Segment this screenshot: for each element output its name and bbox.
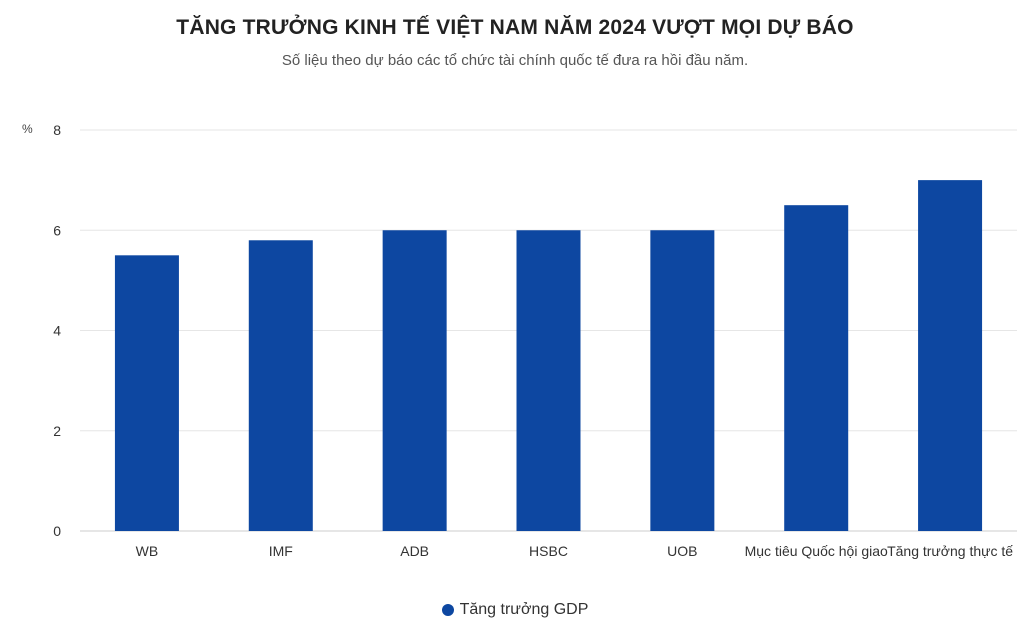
x-tick-label: ADB	[400, 543, 429, 559]
chart-subtitle: Số liệu theo dự báo các tổ chức tài chín…	[281, 52, 749, 69]
bars	[114, 180, 983, 531]
bar-0[interactable]	[114, 255, 179, 531]
y-tick-label: 6	[53, 222, 61, 238]
bar-1[interactable]	[248, 240, 313, 531]
bar-3[interactable]	[516, 230, 581, 531]
bar-chart: 0 2 4 6 8 WB IMF ADB HSBC UOB Mục tiêu Quốc hội g…	[53, 122, 1017, 559]
bar-6[interactable]	[918, 180, 983, 531]
x-tick-label: WB	[136, 543, 159, 559]
chart-title: TĂNG TRƯỞNG KINH TẾ VIỆT NAM NĂM 2024 VƯ…	[176, 16, 854, 39]
legend-marker-icon	[441, 604, 454, 616]
y-axis-unit-label: %	[22, 122, 33, 136]
bar-4[interactable]	[650, 230, 715, 531]
y-tick-labels: 0 2 4 6 8	[53, 122, 61, 539]
bar-5[interactable]	[784, 205, 849, 531]
legend-label: Tăng trưởng GDP	[459, 601, 589, 618]
y-tick-label: 2	[53, 423, 61, 439]
x-tick-labels: WB IMF ADB HSBC UOB Mục tiêu Quốc hội giao Tăn…	[136, 543, 1014, 559]
x-tick-label: Tăng trưởng thực tế	[887, 543, 1013, 559]
legend[interactable]: Tăng trưởng GDP	[0, 601, 1030, 619]
x-tick-label: HSBC	[529, 543, 568, 559]
bar-2[interactable]	[382, 230, 447, 531]
y-tick-label: 4	[53, 323, 61, 339]
x-tick-label: IMF	[269, 543, 293, 559]
x-tick-label: Mục tiêu Quốc hội giao	[745, 543, 888, 559]
y-tick-label: 8	[53, 122, 61, 138]
x-tick-label: UOB	[667, 543, 697, 559]
y-tick-label: 0	[53, 523, 61, 539]
